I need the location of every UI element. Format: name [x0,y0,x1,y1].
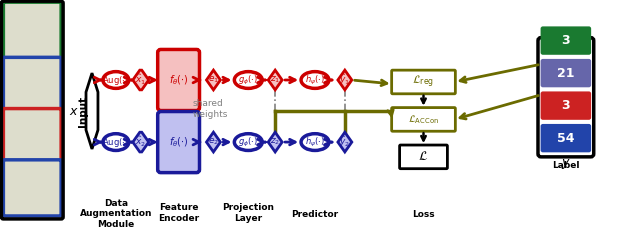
Text: $z_2$: $z_2$ [270,137,280,147]
FancyBboxPatch shape [399,145,447,169]
Polygon shape [338,70,352,90]
Polygon shape [338,132,352,152]
FancyBboxPatch shape [542,125,590,151]
Text: Predictor: Predictor [291,210,339,219]
Text: Input: Input [78,96,88,127]
Text: $\mathcal{L}_{\mathrm{ACCon}}$: $\mathcal{L}_{\mathrm{ACCon}}$ [408,113,439,126]
Text: $g_{\phi}(\cdot)$: $g_{\phi}(\cdot)$ [238,136,258,149]
Text: Projection
Layer: Projection Layer [222,204,275,223]
Ellipse shape [235,134,262,151]
Text: Aug$(\cdot)$: Aug$(\cdot)$ [102,74,129,86]
Ellipse shape [103,72,129,88]
Text: $\hat{y}_2$: $\hat{y}_2$ [339,135,350,149]
Text: Loss: Loss [412,210,435,219]
Text: $e_2$: $e_2$ [208,137,219,147]
Text: Aug$(\cdot)$: Aug$(\cdot)$ [102,136,129,149]
FancyBboxPatch shape [542,60,590,86]
FancyBboxPatch shape [392,70,456,94]
Ellipse shape [103,134,129,151]
FancyBboxPatch shape [3,109,61,162]
Text: $h_{\psi}(\cdot)$: $h_{\psi}(\cdot)$ [305,74,325,87]
Text: Label: Label [552,161,580,170]
Text: $f_{\theta}(\cdot)$: $f_{\theta}(\cdot)$ [168,135,188,149]
Text: $x$: $x$ [69,105,79,118]
Text: $f_{\theta}(\cdot)$: $f_{\theta}(\cdot)$ [168,73,188,87]
Polygon shape [133,132,149,152]
Text: 3: 3 [562,34,570,47]
Text: $\hat{x}_1$: $\hat{x}_1$ [135,73,147,87]
Polygon shape [207,70,220,90]
FancyBboxPatch shape [3,160,61,216]
Text: $z_1$: $z_1$ [270,75,280,85]
Polygon shape [133,70,149,90]
Text: 54: 54 [557,132,575,145]
Text: $g_{\phi}(\cdot)$: $g_{\phi}(\cdot)$ [238,74,258,87]
FancyBboxPatch shape [158,112,200,173]
Text: Feature
Encoder: Feature Encoder [158,204,199,223]
Text: $h_{\psi}(\cdot)$: $h_{\psi}(\cdot)$ [305,136,325,149]
Text: $\hat{y}_1$: $\hat{y}_1$ [339,73,351,87]
Polygon shape [268,132,282,152]
Polygon shape [207,132,220,152]
Ellipse shape [235,72,262,88]
FancyBboxPatch shape [542,28,590,53]
Ellipse shape [301,134,329,151]
FancyBboxPatch shape [542,93,590,118]
FancyBboxPatch shape [3,2,61,58]
Text: $e_1$: $e_1$ [208,75,219,85]
Polygon shape [86,73,98,149]
Text: $\mathcal{L}_{\mathrm{reg}}$: $\mathcal{L}_{\mathrm{reg}}$ [412,74,434,90]
Text: $\mathcal{L}$: $\mathcal{L}$ [419,150,429,163]
FancyBboxPatch shape [538,38,594,157]
FancyBboxPatch shape [3,57,61,111]
Text: Data
Augmentation
Module: Data Augmentation Module [80,199,152,229]
Text: 21: 21 [557,67,575,80]
Polygon shape [268,70,282,90]
Ellipse shape [301,72,329,88]
Text: 3: 3 [562,99,570,112]
FancyBboxPatch shape [158,49,200,111]
Text: $y$: $y$ [561,157,571,171]
Text: shared
weights: shared weights [193,99,228,119]
FancyBboxPatch shape [392,108,456,131]
Text: $\hat{x}_2$: $\hat{x}_2$ [135,135,146,149]
